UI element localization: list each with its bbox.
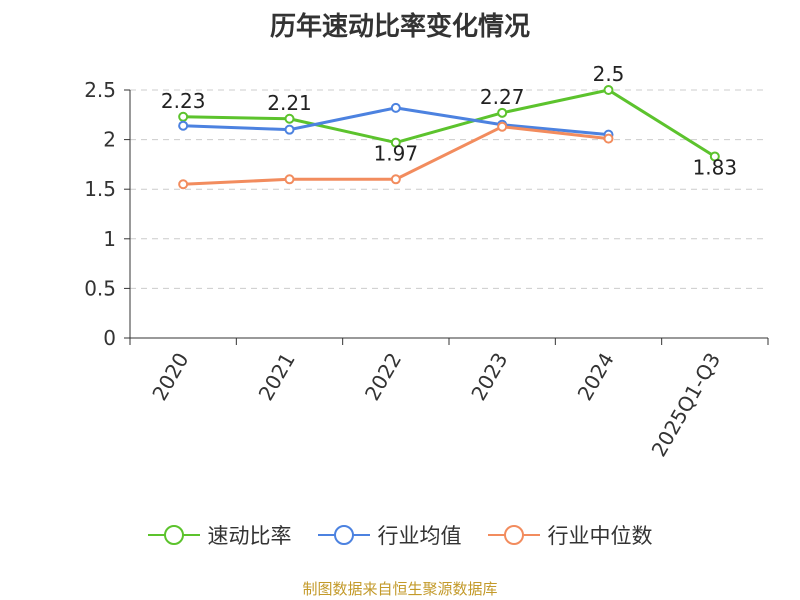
data-point (497, 107, 508, 118)
x-tick-label: 2020 (147, 349, 193, 405)
legend-label: 速动比率 (207, 524, 292, 548)
chart-legend: 速动比率 行业均值 行业中位数 (0, 520, 800, 550)
data-point (178, 179, 189, 190)
data-point (390, 102, 401, 113)
data-point (603, 85, 614, 95)
x-tick-label: 2021 (254, 349, 300, 405)
y-tick-label: 0.5 (84, 276, 116, 300)
data-label: 2.21 (267, 91, 312, 115)
data-label: 1.97 (374, 142, 419, 166)
data-point (178, 111, 189, 122)
data-point (284, 124, 295, 135)
legend-marker-icon (317, 525, 370, 545)
data-point (284, 174, 295, 185)
y-tick-label: 2.5 (84, 78, 116, 102)
legend-item[interactable]: 行业中位数 (487, 520, 653, 550)
legend-marker-icon (487, 525, 540, 545)
data-label: 1.83 (693, 155, 738, 179)
chart-title: 历年速动比率变化情况 (269, 12, 530, 42)
y-tick-label: 2 (103, 128, 116, 152)
data-point (603, 133, 614, 144)
data-point (390, 137, 401, 148)
legend-label: 行业均值 (377, 524, 462, 548)
x-tick-label: 2022 (360, 349, 406, 405)
legend-marker-icon (147, 525, 200, 545)
x-tick-label: 2024 (573, 349, 619, 405)
data-point (497, 121, 508, 132)
x-tick-label: 2025Q1-Q3 (646, 349, 725, 461)
data-label: 2.5 (593, 62, 625, 86)
y-tick-label: 1.5 (84, 177, 116, 201)
legend-label: 行业中位数 (547, 524, 653, 548)
data-point (284, 113, 295, 124)
legend-item[interactable]: 速动比率 (147, 520, 292, 550)
y-tick-label: 0 (103, 326, 116, 350)
series-line (183, 88, 716, 158)
data-label: 2.23 (161, 89, 206, 113)
data-point (178, 120, 189, 131)
data-point (390, 174, 401, 185)
y-tick-label: 1 (103, 227, 116, 251)
x-tick-label: 2023 (466, 348, 512, 404)
data-label: 2.27 (480, 85, 525, 109)
legend-item[interactable]: 行业均值 (317, 520, 462, 550)
data-source: 制图数据来自恒生聚源数据库 (302, 580, 498, 598)
data-point (709, 151, 720, 162)
